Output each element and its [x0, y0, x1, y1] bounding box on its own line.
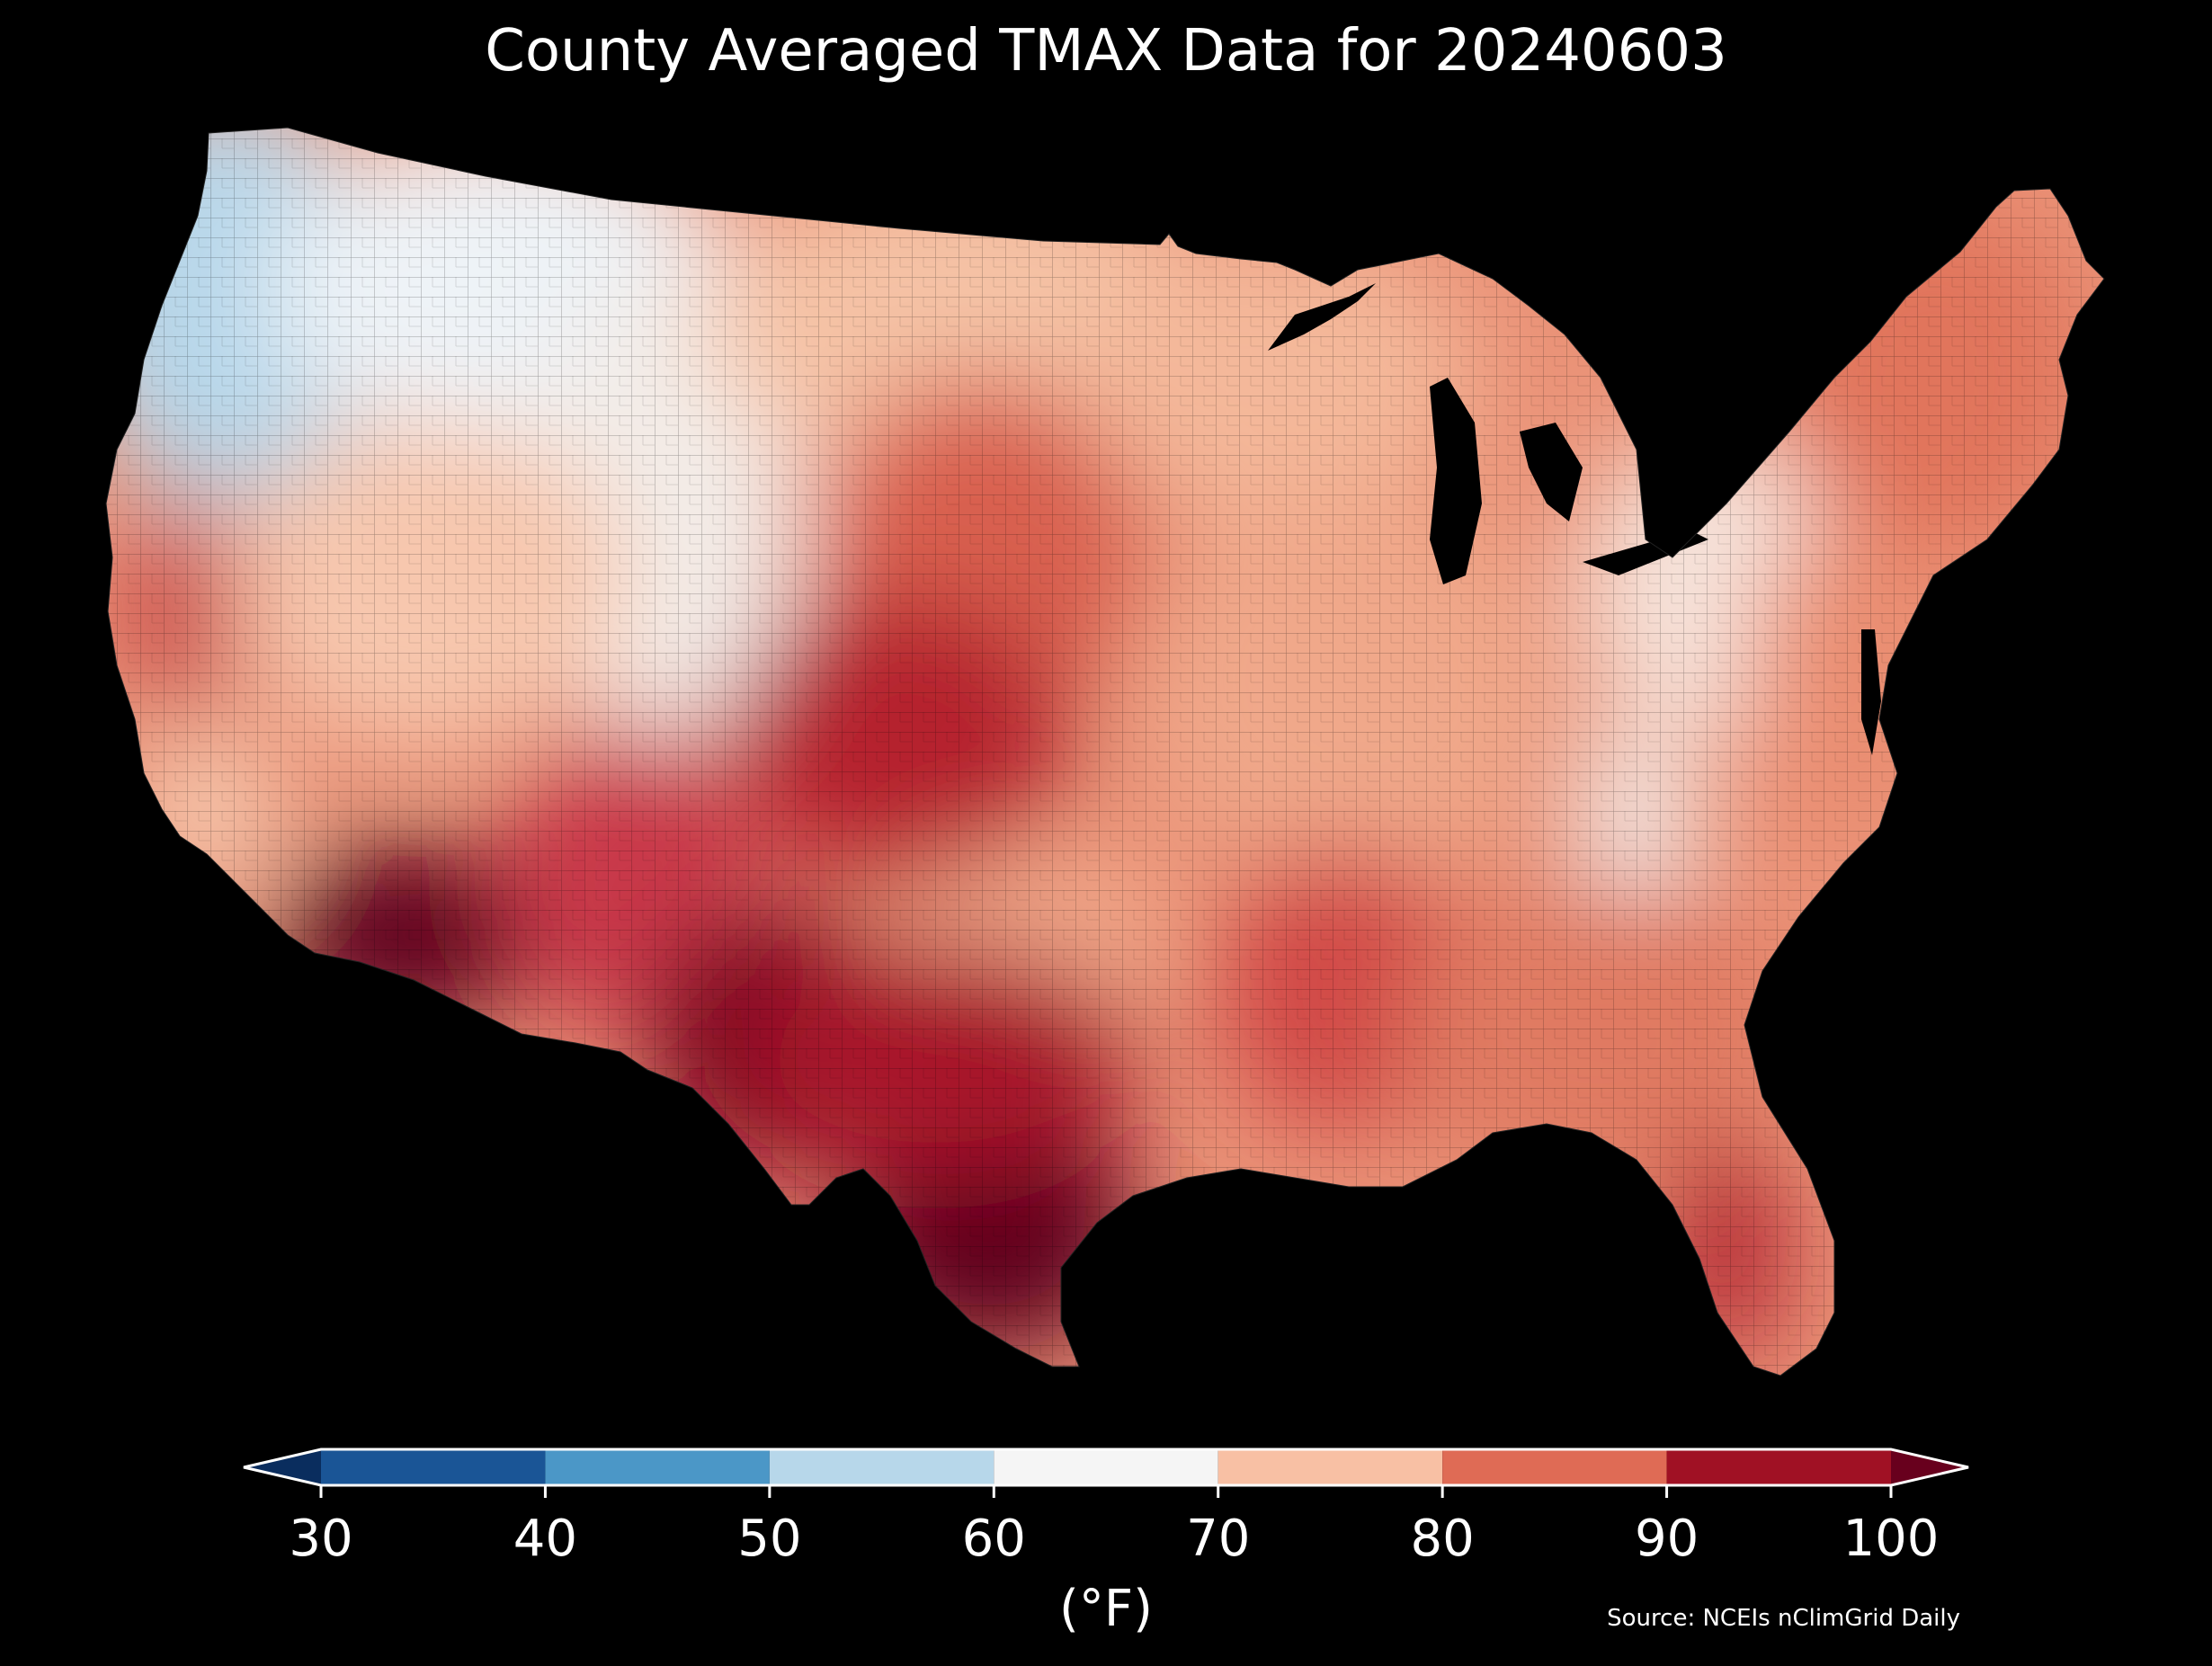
- colorbar-bin-80-90: [1442, 1449, 1667, 1485]
- lake-huron: [1520, 423, 1583, 521]
- lake-superior: [1268, 283, 1376, 351]
- colorbar-bin-70-80: [1217, 1449, 1443, 1485]
- us-outline: [105, 127, 2105, 1376]
- colorbar-bin-40-50: [545, 1449, 770, 1485]
- us-county-map: [105, 127, 2105, 1376]
- colorbar-over-extension: [1891, 1449, 1968, 1485]
- colorbar-bin-30-40: [321, 1449, 546, 1485]
- county-boundaries: [106, 128, 2104, 1376]
- colorbar-tick-label-100: 100: [1843, 1510, 1940, 1568]
- chart-title: County Averaged TMAX Data for 20240603: [485, 18, 1727, 85]
- colorbar-tick-label-40: 40: [513, 1510, 577, 1568]
- colorbar-tick-label-80: 80: [1411, 1510, 1475, 1568]
- source-credit: Source: NCEIs nClimGrid Daily: [1607, 1605, 1960, 1632]
- colorbar-tick-label-50: 50: [737, 1510, 801, 1568]
- colorbar-bin-90-100: [1666, 1449, 1891, 1485]
- lake-erie: [1583, 530, 1708, 575]
- colorbar-tick-label-90: 90: [1635, 1510, 1699, 1568]
- lake-michigan: [1430, 378, 1482, 584]
- colorbar-tick-label-60: 60: [962, 1510, 1026, 1568]
- colorbar-tick-label-70: 70: [1186, 1510, 1250, 1568]
- colorbar-under-extension: [244, 1449, 321, 1485]
- colorbar-bin-50-60: [769, 1449, 995, 1485]
- colorbar-bin-60-70: [994, 1449, 1218, 1485]
- colorbar-tick-label-30: 30: [289, 1510, 352, 1568]
- chesapeake-bay: [1861, 629, 1881, 755]
- colorbar-unit-label: (°F): [1059, 1580, 1153, 1638]
- colorbar: 30 40 50 60 70 80 90 100: [243, 1448, 1969, 1568]
